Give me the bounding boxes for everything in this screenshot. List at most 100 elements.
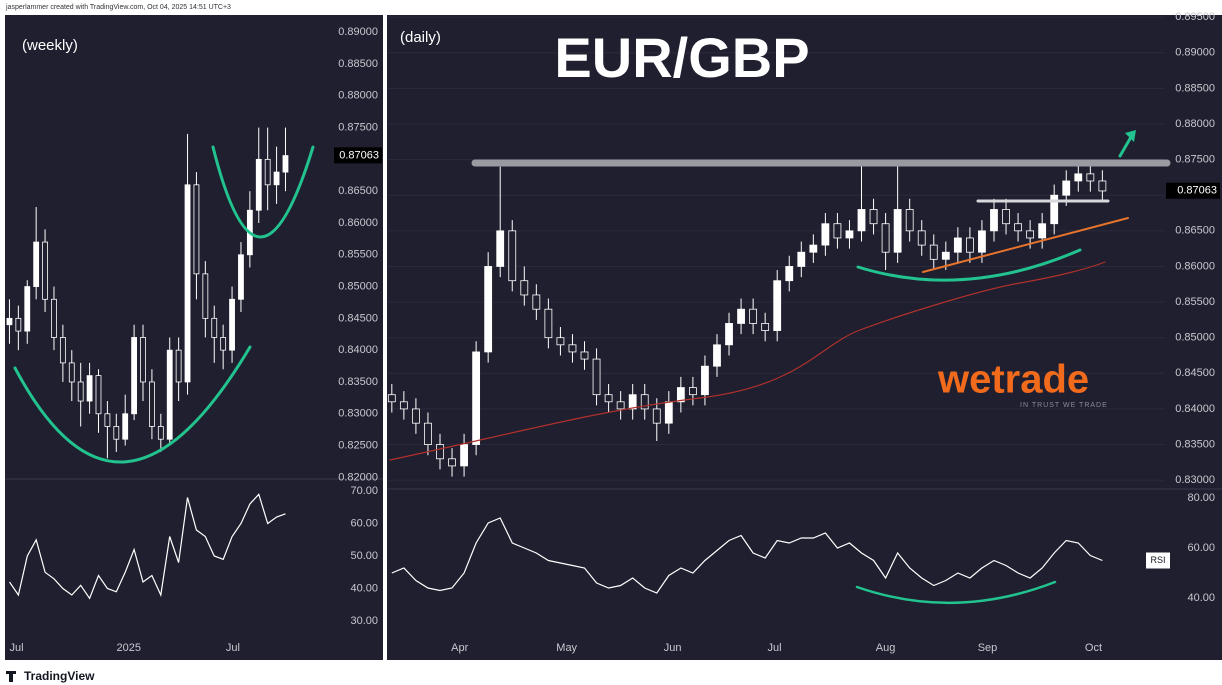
arrow-head — [1125, 130, 1136, 142]
candle-body — [1050, 194, 1059, 225]
rsi-label: RSI — [1150, 555, 1165, 565]
candle-body — [652, 408, 661, 424]
annotation-curve — [211, 145, 315, 239]
candle-body — [484, 266, 493, 353]
rsi-tick-label: 60.00 — [1187, 542, 1215, 554]
candle-body — [520, 280, 529, 296]
candle-body — [424, 422, 432, 445]
y-tick-label: 0.88500 — [338, 58, 378, 70]
candle-body — [941, 251, 950, 260]
rsi-tick-label: 70.00 — [350, 485, 378, 497]
candle-body — [917, 230, 926, 246]
candle-body — [273, 171, 280, 186]
x-tick-label: May — [556, 642, 577, 654]
candle-body — [175, 349, 182, 383]
candle-body — [737, 308, 745, 324]
candle-body — [592, 358, 601, 396]
last-price-box — [334, 147, 382, 164]
candle-body — [893, 209, 902, 253]
candle-body — [51, 298, 57, 338]
y-tick-label: 0.86500 — [1175, 225, 1215, 237]
x-tick-label: Jul — [226, 642, 240, 654]
candle-body — [628, 394, 637, 410]
candle-body — [701, 365, 709, 396]
candle-body — [761, 323, 770, 331]
trend-line — [922, 217, 1129, 273]
last-price-box — [1166, 182, 1220, 199]
candle-body — [42, 241, 48, 300]
candle-body — [77, 381, 84, 402]
candle-body — [255, 158, 262, 211]
rsi-line — [391, 517, 1103, 594]
candle-body — [448, 458, 456, 467]
weekly-chart: 0.82000 0.82500 0.83000 0.83500 0.84000 0.845… — [6, 26, 382, 654]
annotations — [13, 130, 1171, 605]
candle-body — [990, 209, 998, 232]
y-tick-label: 0.86000 — [1175, 260, 1215, 272]
footer-logo: TradingView — [24, 669, 95, 683]
candle-body — [122, 413, 129, 440]
x-tick-label: 2025 — [117, 642, 141, 654]
candle-body — [1014, 223, 1022, 232]
candle-body — [689, 387, 697, 396]
annotation-curve — [13, 345, 252, 464]
y-tick-label: 0.83500 — [338, 376, 378, 388]
candle-body — [1098, 180, 1107, 192]
header: jasperlammer created with TradingView.co… — [5, 4, 231, 11]
candle-body — [929, 244, 938, 260]
candle-body — [556, 337, 565, 346]
annotation-curve — [856, 248, 1082, 282]
x-tick-label: Aug — [876, 642, 896, 654]
candle-body — [604, 394, 613, 403]
y-tick-label: 0.85500 — [338, 249, 378, 261]
candle-body — [166, 349, 173, 440]
candle-body — [953, 237, 962, 253]
y-tick-label: 0.84000 — [338, 344, 378, 356]
candle-body — [436, 444, 444, 460]
y-tick-label: 0.88000 — [1175, 118, 1215, 130]
last-price-label: 0.87063 — [339, 149, 379, 161]
candle-body — [676, 387, 685, 403]
rsi-tick-label: 80.00 — [1187, 492, 1215, 504]
candle-body — [496, 230, 505, 267]
chart-subtitle: (weekly) — [22, 37, 78, 54]
annotation-curve — [855, 580, 1057, 605]
daily-chart: 0.83000 0.83500 0.84000 0.84500 0.85000 0.855… — [387, 11, 1220, 654]
y-tick-label: 0.84500 — [1175, 367, 1215, 379]
candle-body — [785, 266, 794, 282]
candle-body — [845, 230, 854, 239]
watermark-brand: wetrade — [937, 358, 1089, 402]
candle-body — [220, 337, 227, 351]
candle-body — [59, 337, 66, 364]
candle-body — [33, 241, 40, 287]
x-tick-label: Jul — [10, 642, 24, 654]
candle-body — [1038, 223, 1047, 239]
candle-body — [664, 401, 673, 424]
rsi-line — [9, 493, 286, 600]
candle-body — [95, 375, 102, 415]
y-tick-label: 0.82000 — [338, 471, 378, 483]
y-tick-label: 0.86500 — [338, 185, 378, 197]
candle-body — [387, 394, 396, 403]
candle-body — [725, 323, 733, 346]
y-tick-label: 0.86000 — [338, 217, 378, 229]
candle-body — [211, 317, 218, 338]
candle-body — [797, 251, 806, 267]
candle-body — [15, 317, 22, 332]
rsi-tick-label: 50.00 — [350, 550, 378, 562]
candle-body — [399, 401, 408, 410]
candle-body — [821, 223, 830, 246]
x-tick-label: Oct — [1085, 642, 1102, 654]
candle-body — [184, 184, 191, 383]
chart-title: EUR/GBP — [554, 26, 809, 89]
candle-body — [640, 394, 649, 410]
rsi-tick-label: 40.00 — [350, 582, 378, 594]
candle-body — [905, 209, 914, 232]
candle-body — [149, 381, 155, 427]
candle-body — [532, 294, 541, 310]
candle-body — [460, 444, 468, 467]
last-price-label: 0.87063 — [1177, 185, 1217, 197]
rsi-label-box — [1146, 552, 1170, 569]
candle-body — [113, 426, 120, 440]
